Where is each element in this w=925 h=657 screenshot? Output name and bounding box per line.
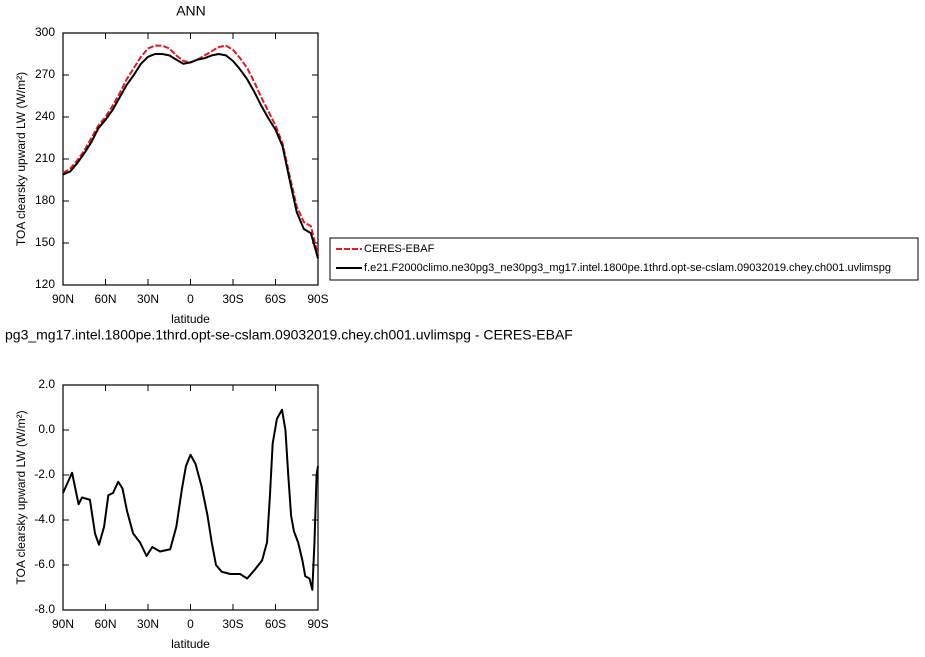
x-tick-label: 60S [265,617,286,631]
x-tick-label: 30S [222,617,243,631]
x-tick-label: 60N [94,617,116,631]
x-axis-label: latitude [171,312,210,326]
legend-box [329,237,919,281]
y-tick-label: 240 [35,109,55,123]
x-tick-label: 0 [187,617,194,631]
y-tick-label: 120 [35,277,55,291]
y-tick-label: 0.0 [38,422,55,436]
y-tick-label: 150 [35,235,55,249]
chart-title: pg3_mg17.intel.1800pe.1thrd.opt-se-cslam… [5,327,573,343]
plot-frame [62,32,319,286]
x-tick-label: 30N [137,617,159,631]
x-axis-label: latitude [171,637,210,651]
x-tick-label: 90N [52,617,74,631]
legend-label: CERES-EBAF [364,243,435,255]
x-tick-label: 90S [307,292,328,306]
plot-frame [62,384,319,611]
y-tick-label: 180 [35,193,55,207]
data-line [62,44,319,256]
y-tick-label: -4.0 [34,512,55,526]
legend-label: f.e21.F2000climo.ne30pg3_ne30pg3_mg17.in… [364,262,891,274]
x-tick-label: 60S [265,292,286,306]
x-tick-label: 60N [94,292,116,306]
y-tick-label: 270 [35,67,55,81]
chart-title: ANN [176,3,206,19]
x-tick-label: 30N [137,292,159,306]
y-tick-label: -2.0 [34,467,55,481]
x-tick-label: 30S [222,292,243,306]
y-tick-label: 300 [35,25,55,39]
y-tick-label: -6.0 [34,557,55,571]
data-line [62,408,319,591]
x-tick-label: 90N [52,292,74,306]
x-tick-label: 90S [307,617,328,631]
y-tick-label: 210 [35,151,55,165]
y-tick-label: -8.0 [34,602,55,616]
y-axis-label: TOA clearsky upward LW (W/m²) [14,410,28,584]
y-axis-label: TOA clearsky upward LW (W/m²) [14,72,28,246]
data-line [62,53,319,259]
y-tick-label: 2.0 [38,377,55,391]
x-tick-label: 0 [187,292,194,306]
